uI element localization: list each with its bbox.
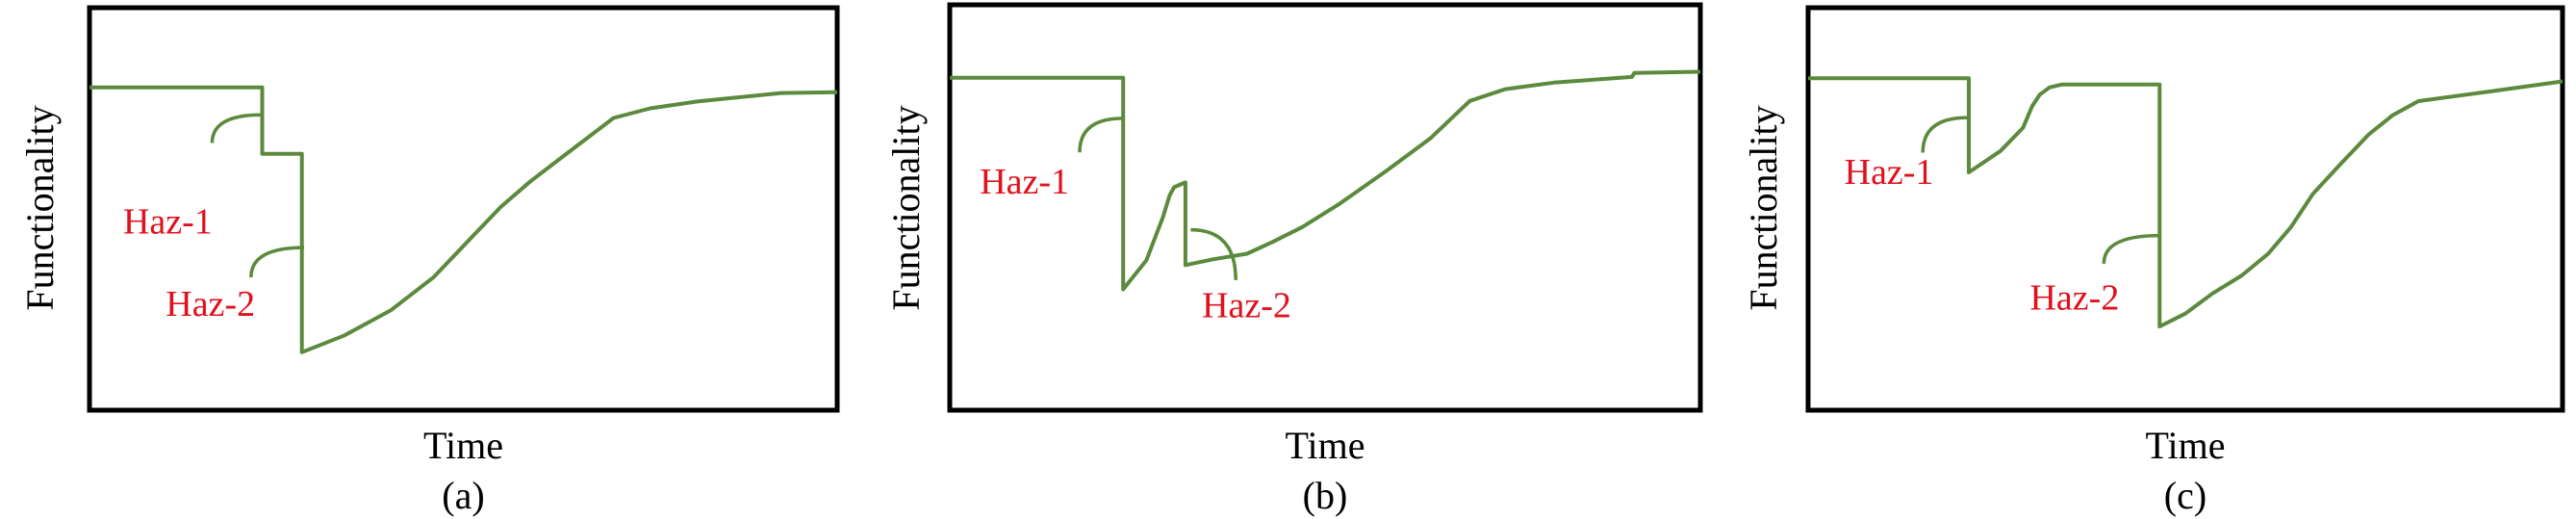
panel-b: Haz-1 Haz-2 Time (b) Functionality [884, 2, 1703, 517]
x-axis-label: Time [2145, 424, 2225, 467]
panel-c: Haz-1 Haz-2 Time (c) Functionality [1742, 5, 2565, 517]
plot-frame [87, 5, 840, 413]
hazard-1-label: Haz-1 [123, 201, 213, 242]
hazard-2-label: Haz-2 [1202, 286, 1291, 326]
panel-label: (c) [2164, 474, 2206, 517]
panel-label: (a) [442, 474, 484, 517]
panel-label: (b) [1303, 474, 1348, 517]
functionality-curve [950, 69, 1701, 292]
functionality-curve [1808, 76, 2563, 329]
hazard-1-pointer-arc [210, 113, 263, 143]
plot-frame [947, 2, 1703, 413]
plot-frame [1805, 5, 2565, 413]
x-axis-label: Time [1285, 424, 1365, 467]
hazard-1-label: Haz-1 [1845, 152, 1934, 193]
functionality-curve [89, 85, 838, 354]
y-axis-label: Functionality [18, 105, 62, 310]
y-axis-label: Functionality [884, 105, 928, 310]
hazard-2-label: Haz-2 [2029, 278, 2119, 319]
y-axis-label: Functionality [1742, 105, 1785, 310]
hazard-1-pointer-arc [1078, 117, 1124, 153]
hazard-2-pointer-arc [1190, 227, 1237, 280]
hazard-2-pointer-arc [2102, 233, 2160, 264]
x-axis-label: Time [423, 424, 503, 467]
hazard-2-label: Haz-2 [166, 284, 255, 324]
hazard-1-label: Haz-1 [980, 162, 1069, 202]
hazard-1-pointer-arc [1921, 116, 1969, 153]
panel-a: Haz-1 Haz-2 Time (a) Functionality [18, 5, 840, 517]
hazard-2-pointer-arc [249, 246, 304, 278]
